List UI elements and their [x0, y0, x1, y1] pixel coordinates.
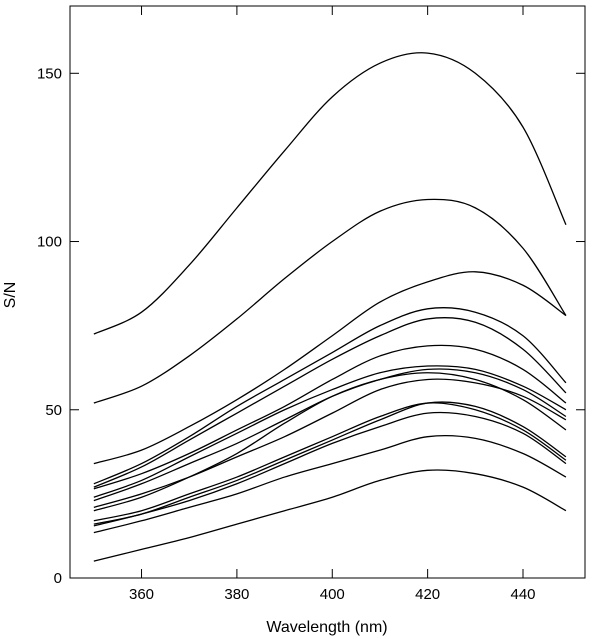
series-line-5	[93, 317, 567, 488]
x-tick-label: 440	[510, 586, 535, 603]
series-line-2	[93, 198, 567, 404]
series-line-9	[93, 378, 567, 508]
x-tick-label: 380	[224, 586, 249, 603]
series-line-12	[93, 401, 567, 525]
series-line-3	[93, 271, 567, 465]
series-line-6	[93, 344, 567, 490]
series-line-1	[93, 52, 567, 335]
y-tick-label: 100	[37, 234, 62, 251]
plot-frame	[69, 5, 586, 579]
x-tick-label: 360	[129, 586, 154, 603]
series-line-13	[93, 411, 567, 527]
x-axis-label: Wavelength (nm)	[266, 619, 387, 636]
series-line-11	[93, 402, 567, 522]
y-axis-label: S/N	[2, 282, 19, 309]
x-tick-label: 400	[320, 586, 345, 603]
tick-layer: 360 380 400 420 440 0 50 100 150	[37, 6, 585, 603]
series-line-10	[93, 372, 567, 512]
series-line-14	[93, 434, 567, 534]
x-tick-label: 420	[415, 586, 440, 603]
series-line-4	[93, 307, 567, 485]
series-layer	[93, 52, 567, 562]
y-tick-label: 0	[54, 570, 62, 587]
series-line-15	[93, 469, 567, 562]
y-tick-label: 150	[37, 65, 62, 82]
y-tick-label: 50	[45, 402, 62, 419]
series-line-7	[93, 365, 567, 498]
series-line-8	[93, 368, 567, 502]
